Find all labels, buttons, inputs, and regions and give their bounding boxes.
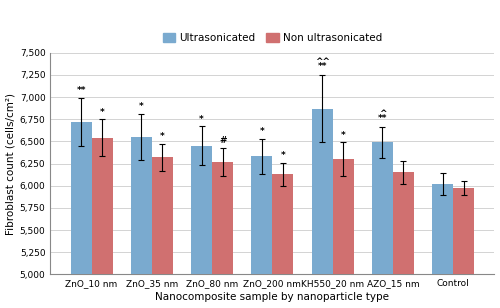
Text: *: * (100, 107, 104, 117)
Bar (272, 174, 293, 308)
Text: #: # (219, 136, 226, 145)
Text: ^^: ^^ (314, 58, 330, 67)
Bar (92, 138, 112, 308)
Bar (332, 159, 353, 308)
Text: *: * (199, 115, 204, 124)
Bar (191, 146, 212, 308)
Text: *: * (160, 132, 165, 141)
X-axis label: Nanocomposite sample by nanoparticle type: Nanocomposite sample by nanoparticle typ… (156, 292, 390, 302)
Text: **: ** (378, 114, 387, 123)
Text: *: * (341, 131, 345, 140)
Text: **: ** (76, 86, 86, 95)
Bar (70, 122, 92, 308)
Text: *: * (139, 102, 143, 111)
Text: **: ** (318, 62, 327, 71)
Text: *: * (280, 151, 285, 160)
Y-axis label: Fibroblast count (cells/cm²): Fibroblast count (cells/cm²) (6, 93, 16, 235)
Bar (432, 184, 453, 308)
Bar (212, 162, 233, 308)
Bar (252, 156, 272, 308)
Text: ^: ^ (378, 109, 386, 118)
Bar (453, 188, 474, 308)
Bar (372, 142, 393, 308)
Bar (393, 172, 414, 308)
Text: *: * (260, 127, 264, 136)
Bar (131, 137, 152, 308)
Bar (152, 157, 173, 308)
Bar (312, 109, 332, 308)
Legend: Ultrasonicated, Non ultrasonicated: Ultrasonicated, Non ultrasonicated (158, 29, 386, 47)
